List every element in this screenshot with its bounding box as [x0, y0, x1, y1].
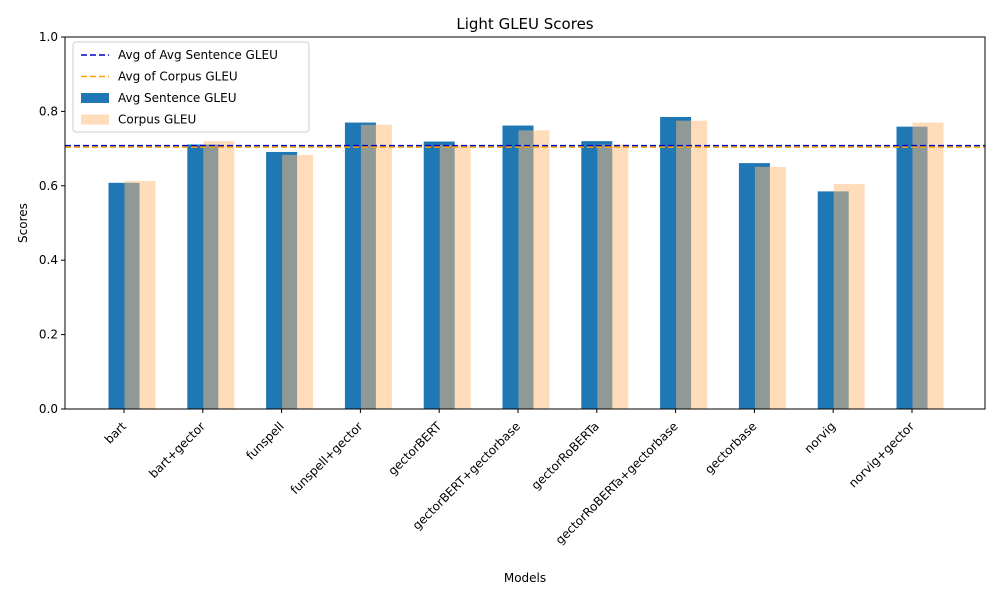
- bar-corpus-gleu-7: [676, 120, 708, 409]
- y-tick-label-2: 0.4: [39, 253, 58, 267]
- legend-swatch-avg-sentence-gleu: [81, 93, 109, 103]
- bars-layer: [108, 116, 944, 410]
- legend-box: [72, 41, 310, 133]
- bar-corpus-gleu-9: [833, 183, 865, 409]
- y-tick-label-3: 0.6: [39, 179, 58, 193]
- bar-corpus-gleu-6: [597, 144, 629, 409]
- legend-swatch-corpus-gleu: [81, 114, 109, 125]
- y-tick-label-1: 0.2: [39, 328, 58, 342]
- y-tick-label-0: 0.0: [39, 402, 58, 416]
- bar-corpus-gleu-8: [754, 166, 786, 409]
- bar-corpus-gleu-1: [203, 141, 235, 409]
- legend-label-corpus-gleu: Corpus GLEU: [118, 113, 196, 127]
- chart-title: Light GLEU Scores: [456, 15, 593, 33]
- bar-corpus-gleu-10: [912, 122, 944, 409]
- y-tick-label-4: 0.8: [39, 104, 58, 118]
- x-tick-label-10: norvig+gector: [846, 419, 917, 490]
- x-tick-label-3: funspell+gector: [288, 419, 366, 497]
- bar-corpus-gleu-0: [124, 180, 156, 409]
- plot-frame: [64, 36, 986, 410]
- y-axis: 0.0 0.2 0.4 0.6 0.8 1.0: [39, 30, 65, 416]
- bar-corpus-gleu-2: [282, 154, 314, 409]
- legend: Avg of Avg Sentence GLEU Avg of Corpus GL…: [72, 41, 310, 133]
- x-tick-label-1: bart+gector: [146, 419, 208, 481]
- y-axis-title: Scores: [16, 203, 30, 243]
- bar-corpus-gleu-4: [439, 144, 471, 409]
- x-axis-title: Models: [504, 571, 546, 585]
- bar-corpus-gleu-5: [518, 130, 550, 409]
- legend-label-avg-sentence-gleu: Avg Sentence GLEU: [118, 91, 236, 105]
- bar-corpus-gleu-3: [360, 124, 392, 409]
- y-tick-label-5: 1.0: [39, 30, 58, 44]
- legend-label-reference-line-1: Avg of Corpus GLEU: [118, 70, 238, 84]
- x-tick-label-6: gectorRoBERTa: [529, 419, 602, 492]
- x-tick-label-0: bart: [102, 419, 130, 447]
- x-tick-label-8: gectorbase: [702, 419, 759, 476]
- x-axis: bart bart+gector funspell funspell+gector ge…: [102, 409, 917, 547]
- x-tick-label-9: norvig: [802, 419, 839, 456]
- x-tick-label-2: funspell: [243, 419, 286, 462]
- reference-lines: [65, 144, 985, 148]
- x-tick-label-4: gectorBERT: [385, 419, 444, 478]
- legend-label-reference-line-0: Avg of Avg Sentence GLEU: [118, 48, 278, 62]
